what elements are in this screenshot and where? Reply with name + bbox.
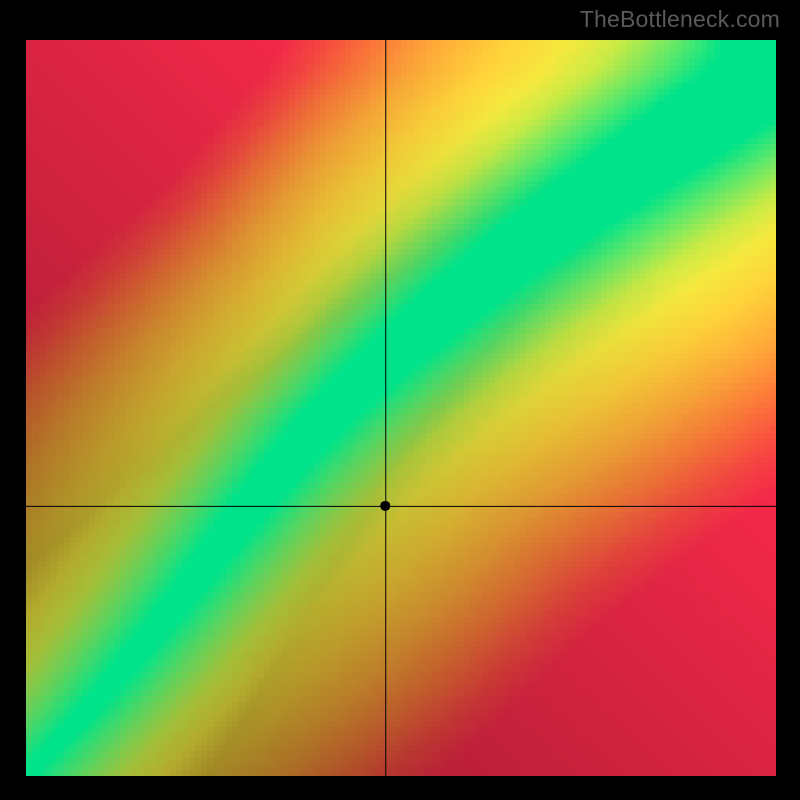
bottleneck-heatmap: [26, 40, 776, 776]
watermark-text: TheBottleneck.com: [580, 6, 780, 33]
heatmap-canvas: [26, 40, 776, 776]
